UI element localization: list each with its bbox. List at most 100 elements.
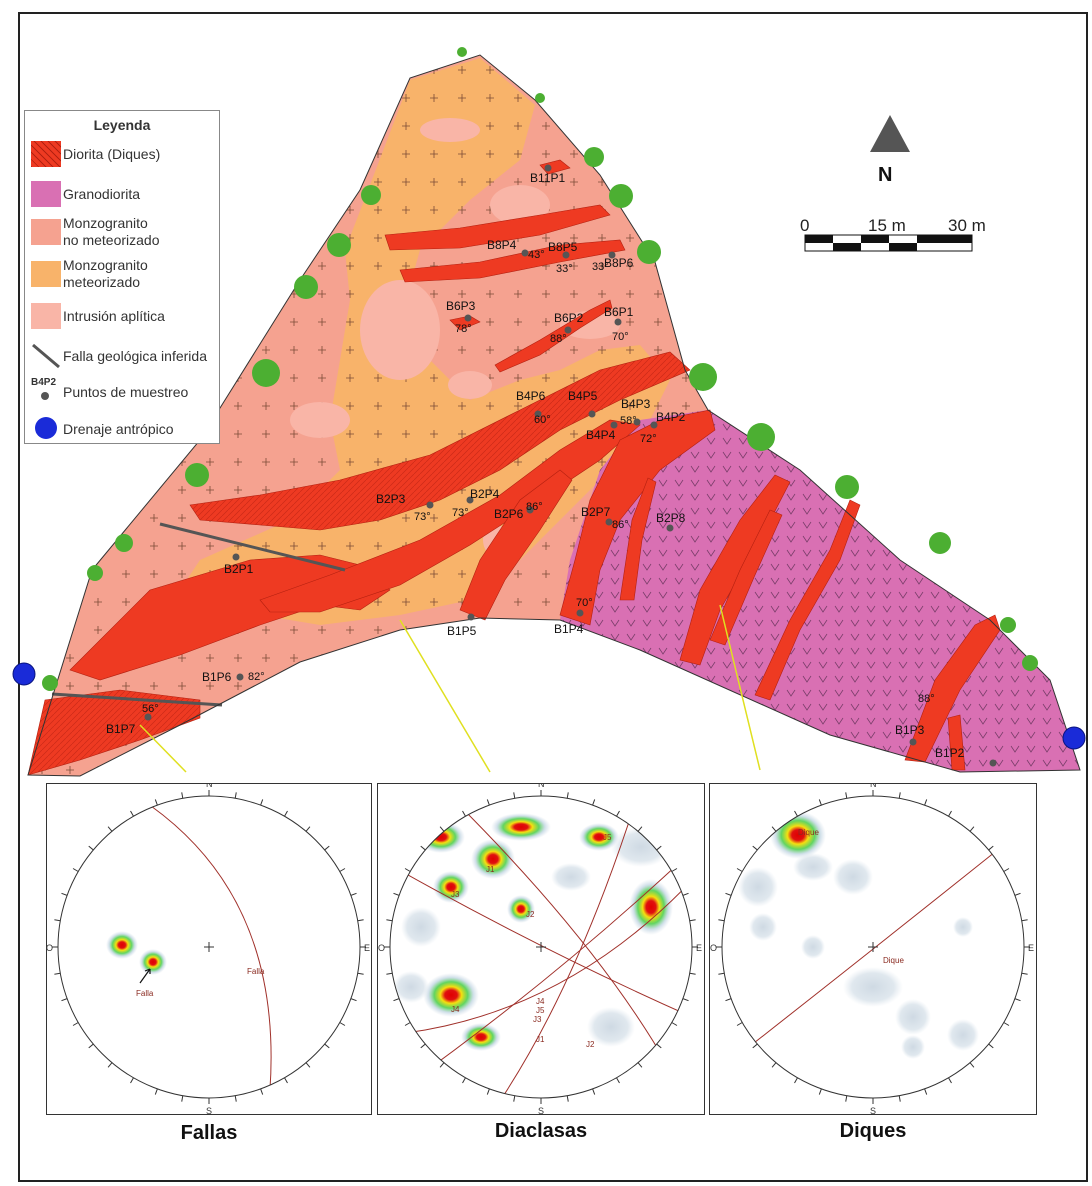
drainage-icon [35,417,57,439]
azimuth-tick [771,826,777,832]
dip-angle-3: 78° [455,323,472,335]
cardinal-east: E [696,943,702,953]
stereonet-annotation: J4 [451,1005,460,1014]
density-contour [139,949,167,975]
sample-point-b1p2 [989,759,997,767]
great-circle [150,805,272,1098]
cardinal-west: O [710,943,717,953]
sample-point-b8p6 [608,251,616,259]
north-label: N [878,164,893,186]
azimuth-tick [386,919,393,922]
anthropic-drainage-west [12,662,36,686]
azimuth-tick [969,826,975,832]
stereonet-fallas: N S E O Falla Falla [46,779,372,1116]
legend-label-aplite: Intrusión aplítica [63,308,165,324]
sample-point-b1p5 [467,613,475,621]
azimuth-tick [656,1043,662,1049]
sample-label-b8p5: B8P5 [548,240,578,254]
stereonet-annotation: Falla [136,989,154,998]
dip-angle-10: 73° [452,507,469,519]
stereonet-annotation: J1 [486,865,495,874]
cardinal-east: E [364,943,370,953]
sample-label-b1p6: B1P6 [202,670,232,684]
sample-point-b2p7 [605,518,613,526]
sample-point-b2p8 [666,524,674,532]
azimuth-tick [1003,868,1010,872]
sample-label-b8p6: B8P6 [604,256,634,270]
legend-title: Leyenda [93,117,151,133]
azimuth-tick [439,1062,445,1068]
legend-item-diorite: Diorita (Diques) [31,137,217,173]
dip-angle-6: 60° [534,414,551,426]
azimuth-tick [736,868,743,872]
cardinal-west: O [47,943,53,953]
stereonet-annotation: Falla [247,967,265,976]
sample-label-b2p1: B2P1 [224,562,254,576]
azimuth-tick [339,1022,346,1026]
stereonet-annotation: J5 [603,833,612,842]
panel-pointers [139,604,761,773]
azimuth-tick [1003,1022,1010,1026]
legend-label-monzogranite-weathered: Monzogranito meteorizado [63,257,148,290]
azimuth-tick [988,845,994,851]
azimuth-tick [671,868,678,872]
sample-point-b2p6 [526,506,534,514]
azimuth-tick [845,792,848,799]
azimuth-tick [305,1062,311,1068]
sample-point-b4p2 [650,421,658,429]
legend-item-fault: Falla geológica inferida [31,339,217,375]
sample-label-b1p3: B1P3 [895,723,925,737]
sample-point-b1p3 [909,738,917,746]
anthropic-drainage-east [1062,726,1086,750]
azimuth-tick [513,1095,516,1102]
azimuth-tick [566,1095,569,1102]
legend-item-drainage: Drenaje antrópico [31,413,217,449]
density-contour [471,839,515,879]
azimuth-tick [725,892,732,896]
center-cross [868,942,878,952]
dip-angle-7: 58° [620,415,637,427]
legend-item-monzogranite-fresh: Monzogranito no meteorizado [31,215,217,251]
azimuth-tick [752,845,758,851]
sample-point-icon [41,392,49,400]
legend-label-monzogranite-fresh: Monzogranito no meteorizado [63,215,160,248]
azimuth-tick [61,892,68,896]
azimuth-tick [107,1062,113,1068]
sample-point-b4p6 [534,410,542,418]
azimuth-tick [404,868,411,872]
azimuth-tick [682,892,689,896]
azimuth-tick [462,810,466,817]
legend-swatch-aplite [31,303,61,329]
density-contour [947,1019,979,1051]
density-contour [579,823,619,851]
dip-angle-16: 88° [918,693,935,705]
azimuth-tick [616,1077,620,1084]
density-contour [793,853,833,881]
azimuth-tick [260,1088,264,1095]
legend-label-sample: Puntos de muestreo [63,384,189,400]
dip-angle-12: 86° [526,501,543,513]
dip-angle-0: 43° [528,249,545,261]
azimuth-tick [72,868,79,872]
azimuth-tick [845,1095,848,1102]
density-contour [833,859,873,895]
azimuth-tick [130,1077,134,1084]
geologic-map: B11P1 B8P4 B8P5 B8P6 B6P3 B6P2 B6P1 B4P6 B4P5 B4P… [12,47,1086,777]
density-contour [423,973,479,1017]
great-circle [397,873,692,1035]
stereonet-annotation: J1 [536,1035,545,1044]
azimuth-tick [948,1077,952,1084]
density-contour [433,871,469,903]
azimuth-tick [439,826,445,832]
dip-angle-2: 33° [592,261,609,273]
azimuth-tick [130,810,134,817]
great-circle [497,796,639,1098]
sample-label-b8p4: B8P4 [487,238,517,252]
azimuth-tick [486,1088,490,1095]
azimuth-tick [988,1043,994,1049]
sample-point-b2p4 [466,496,474,504]
azimuth-tick [54,972,61,975]
azimuth-tick [689,919,696,922]
sample-point-b1p6 [236,673,244,681]
azimuth-tick [305,826,311,832]
